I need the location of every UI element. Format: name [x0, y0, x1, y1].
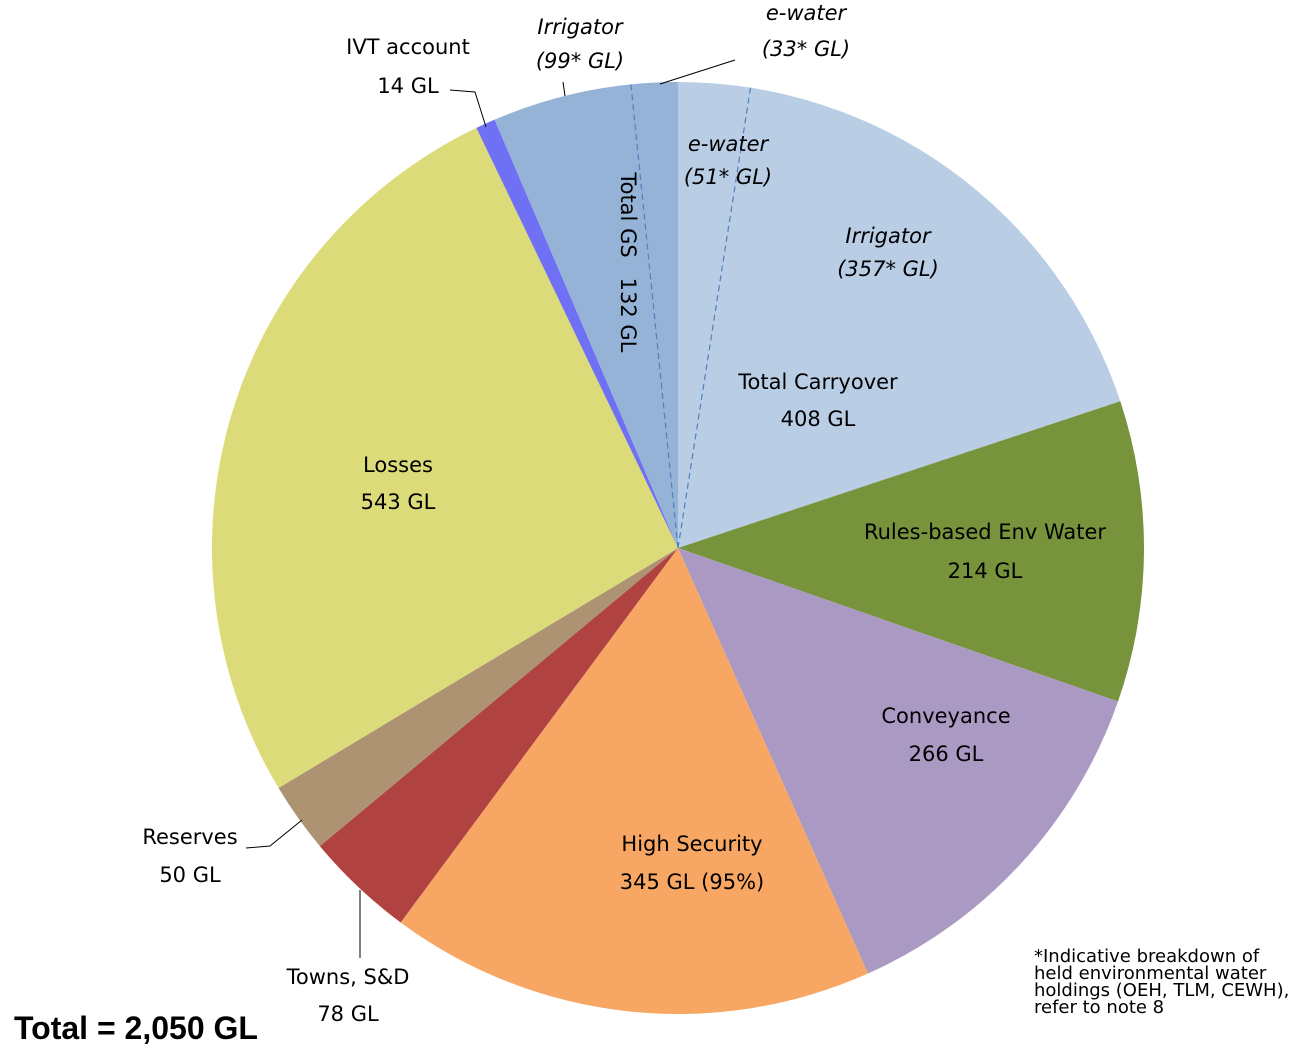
leader-line	[245, 819, 303, 849]
leader-line	[562, 81, 566, 97]
breakdown-value-label: (357* GL)	[837, 257, 939, 281]
pie-slice	[678, 548, 1119, 974]
pie-slice	[476, 119, 678, 549]
slice-value-label: 408 GL	[781, 407, 856, 431]
slice-value-label: 543 GL	[361, 490, 436, 514]
pie-slice	[678, 401, 1144, 702]
slice-label: High Security	[621, 832, 762, 856]
pie-slice	[211, 127, 678, 788]
breakdown-label: e-water	[688, 132, 770, 156]
slice-label: Reserves	[142, 825, 237, 849]
pie-slice	[278, 548, 678, 847]
leader-line	[449, 89, 487, 128]
breakdown-label: Irrigator	[537, 15, 624, 39]
breakdown-divider	[677, 87, 752, 549]
footnote: *Indicative breakdown of held environmen…	[1034, 948, 1290, 1018]
breakdown-label: Irrigator	[845, 224, 932, 248]
pie-slice	[400, 548, 868, 1014]
slice-label: Losses	[363, 453, 433, 477]
slice-label: Total GS	[616, 171, 640, 257]
breakdown-label: e-water	[766, 1, 848, 25]
slice-label: Rules-based Env Water	[864, 520, 1106, 544]
slice-label: Total Carryover	[737, 370, 898, 394]
breakdown-value-label: (33* GL)	[762, 37, 850, 61]
pie-slice	[494, 82, 678, 548]
slice-value-label: 78 GL	[317, 1002, 379, 1026]
pie-slice	[678, 82, 1121, 548]
breakdown-divider	[630, 84, 679, 549]
slice-value-label: 132 GL	[616, 278, 640, 353]
breakdown-value-label: (51* GL)	[684, 165, 772, 189]
slice-label: IVT account	[346, 35, 470, 59]
slice-value-label: 14 GL	[377, 74, 439, 98]
total-label: Total = 2,050 GL	[14, 1010, 258, 1046]
slice-value-label: 266 GL	[909, 742, 984, 766]
breakdown-value-label: (99* GL)	[536, 49, 624, 73]
slice-value-label: 345 GL (95%)	[620, 870, 764, 894]
slice-value-label: 214 GL	[948, 559, 1023, 583]
slice-label: Towns, S&D	[286, 965, 410, 989]
slice-value-label: 50 GL	[159, 863, 221, 887]
slice-label: Conveyance	[881, 704, 1010, 728]
leader-line	[659, 59, 736, 85]
pie-slice	[319, 548, 678, 923]
